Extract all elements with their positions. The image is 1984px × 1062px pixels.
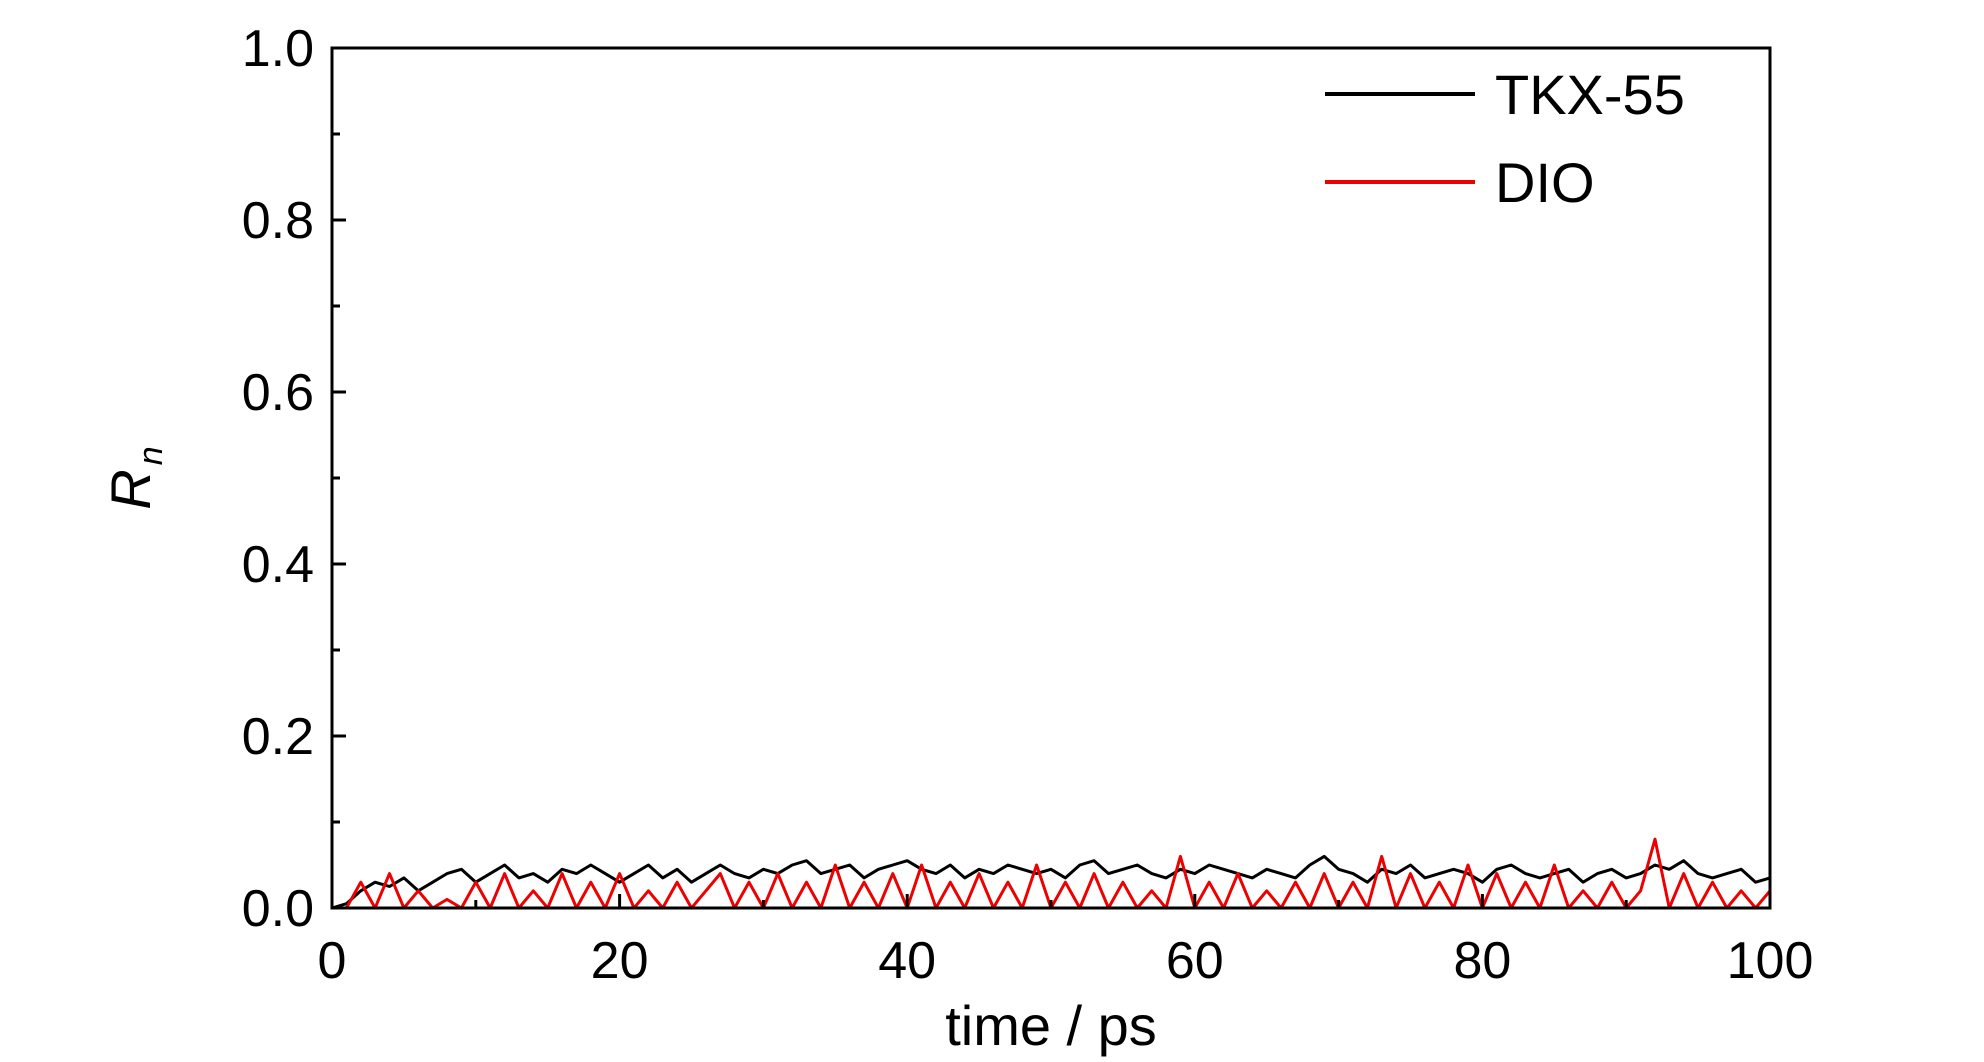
x-tick-label: 20 [591,932,649,990]
x-tick-label: 80 [1453,932,1511,990]
y-tick-label: 0.8 [242,192,314,250]
legend-label-dio: DIO [1495,151,1595,214]
y-tick-label: 1.0 [242,20,314,78]
x-tick-label: 60 [1166,932,1224,990]
series-line-tkx-55 [331,854,1771,910]
svg-text:Rn: Rn [99,446,170,509]
tick-labels-layer: 0.0 0.2 0.4 0.6 0.8 1.0 0 20 40 60 80 100 [242,20,1814,990]
y-tick-label: 0.6 [242,364,314,422]
series-layer [331,837,1772,910]
legend: TKX-55 DIO [1325,63,1685,214]
y-tick-label: 0.4 [242,536,314,594]
y-axis-label-sub: n [132,446,170,465]
x-tick-label: 0 [318,932,347,990]
y-tick-label: 0.2 [242,708,314,766]
y-axis-label: Rn [99,446,170,509]
legend-label-tkx-55: TKX-55 [1495,63,1685,126]
ticks-layer [330,46,1772,910]
y-axis-label-main: R [99,469,162,509]
x-tick-label: 40 [878,932,936,990]
x-tick-label: 100 [1727,932,1814,990]
x-axis-label: time / ps [945,994,1157,1057]
y-tick-label: 0.0 [242,880,314,938]
